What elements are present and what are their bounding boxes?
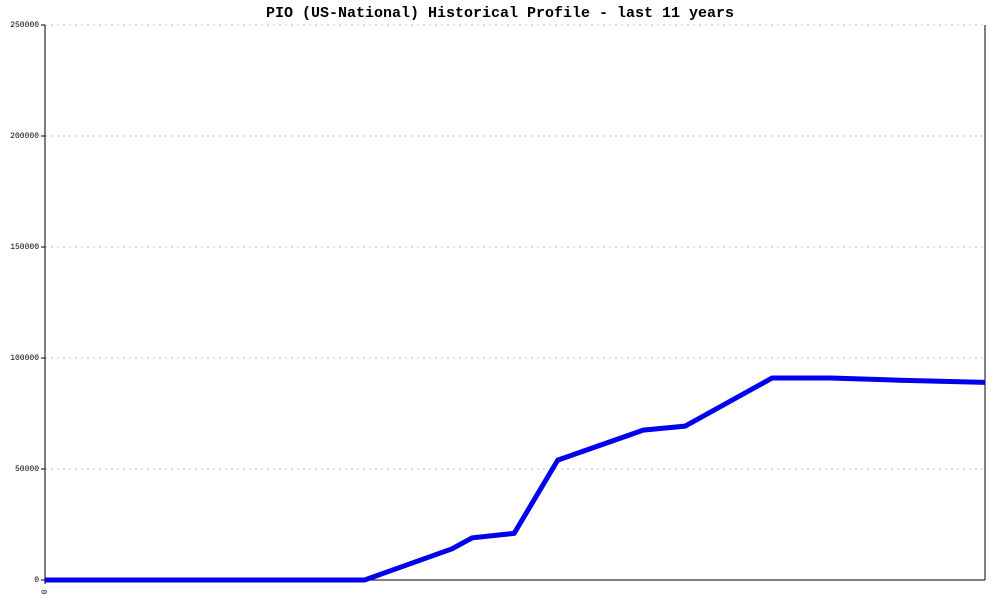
y-tick-label: 150000 xyxy=(10,243,39,252)
chart-title: PIO (US-National) Historical Profile - l… xyxy=(266,5,734,22)
x-tick-label: 0 xyxy=(41,589,50,594)
y-tick-label: 0 xyxy=(34,576,39,585)
y-tick-label: 100000 xyxy=(10,354,39,363)
y-tick-label: 50000 xyxy=(15,465,39,474)
y-tick-label: 250000 xyxy=(10,21,39,30)
y-tick-label: 200000 xyxy=(10,132,39,141)
data-line xyxy=(45,375,986,583)
